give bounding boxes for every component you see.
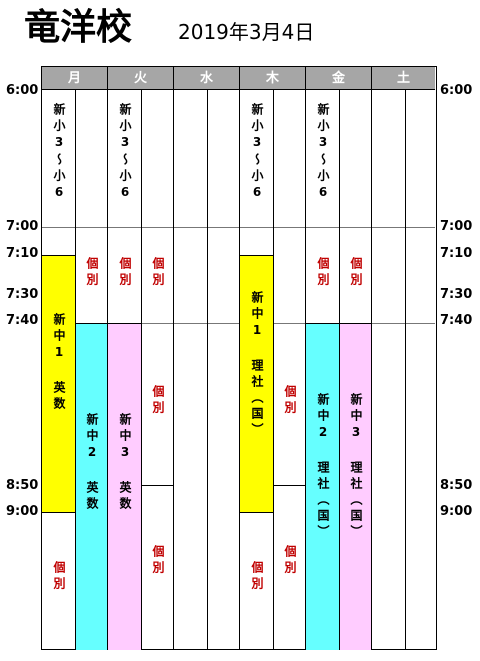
time-label-left-900: 9:00 bbox=[6, 504, 39, 519]
kobetsu-tue-1: 個別 bbox=[118, 257, 132, 289]
class-tue-c3: 新中3 英数 bbox=[118, 413, 132, 513]
block-fri-c2 bbox=[306, 323, 339, 650]
kobetsu-fri-2: 個別 bbox=[349, 257, 363, 289]
class-mon-c2: 新中2 英数 bbox=[85, 413, 99, 513]
time-label-left-710: 7:10 bbox=[6, 246, 39, 261]
vline-thu-fri bbox=[305, 90, 306, 650]
day-header-tue: 火 bbox=[108, 67, 174, 90]
class-mon-c1: 新中1 英数 bbox=[52, 313, 66, 413]
class-fri-c2: 新中2 理社（国） bbox=[316, 393, 330, 541]
school-title: 竜洋校 bbox=[24, 7, 133, 48]
day-header-wed: 水 bbox=[174, 67, 240, 90]
block-thu-c1 bbox=[240, 255, 273, 513]
vline-wed-thu bbox=[239, 90, 240, 650]
line-740 bbox=[42, 323, 435, 324]
kobetsu-tue-2c: 個別 bbox=[151, 545, 165, 577]
day-header-thu: 木 bbox=[240, 67, 306, 90]
kobetsu-mon-2: 個別 bbox=[85, 257, 99, 289]
kobetsu-mon-1: 個別 bbox=[52, 561, 66, 593]
time-label-right-710: 7:10 bbox=[440, 246, 473, 261]
class-thu-c1: 新中1 理社（国） bbox=[250, 291, 264, 439]
time-label-left-700: 7:00 bbox=[6, 219, 39, 234]
class-tue-elem: 新小3〜小6 bbox=[118, 103, 132, 203]
class-fri-elem: 新小3〜小6 bbox=[316, 103, 330, 203]
time-label-right-900: 9:00 bbox=[440, 504, 473, 519]
kobetsu-thu-2b: 個別 bbox=[283, 545, 297, 577]
time-label-left-730: 7:30 bbox=[6, 287, 39, 302]
time-label-right-700: 7:00 bbox=[440, 219, 473, 234]
vline-thu-mid bbox=[273, 90, 274, 650]
line-tue-850 bbox=[141, 485, 174, 486]
schedule-date: 2019年3月4日 bbox=[178, 20, 315, 44]
block-fri-c3 bbox=[339, 323, 372, 650]
line-thu-850 bbox=[273, 485, 306, 486]
time-label-left-740: 7:40 bbox=[6, 313, 39, 328]
kobetsu-thu-2: 個別 bbox=[283, 385, 297, 417]
vline-sat-mid bbox=[405, 90, 406, 650]
vline-tue-wed bbox=[173, 90, 174, 650]
line-700 bbox=[42, 227, 435, 228]
time-label-left-850: 8:50 bbox=[6, 478, 39, 493]
kobetsu-tue-2b: 個別 bbox=[151, 385, 165, 417]
timetable-grid: 月 火 水 木 金 土 新小3〜小6 新小3〜小6 新小3〜小6 新小3〜小6 … bbox=[41, 66, 437, 650]
block-mon-c1 bbox=[42, 255, 75, 513]
vline-wed-mid bbox=[207, 90, 208, 650]
vline-fri-mid bbox=[339, 90, 340, 650]
vline-tue-mid bbox=[141, 90, 142, 650]
day-header-sat: 土 bbox=[372, 67, 435, 90]
time-label-right-600: 6:00 bbox=[440, 83, 473, 98]
kobetsu-thu-1: 個別 bbox=[250, 561, 264, 593]
vline-mon-tue bbox=[107, 90, 108, 650]
day-header-fri: 金 bbox=[306, 67, 372, 90]
time-label-right-740: 7:40 bbox=[440, 313, 473, 328]
class-mon-elem: 新小3〜小6 bbox=[52, 103, 66, 203]
vline-fri-sat bbox=[371, 90, 372, 650]
kobetsu-tue-2: 個別 bbox=[151, 257, 165, 289]
day-header-mon: 月 bbox=[42, 67, 108, 90]
class-fri-c3: 新中3 理社（国） bbox=[349, 393, 363, 541]
vline-mon-mid bbox=[75, 90, 76, 650]
time-label-right-730: 7:30 bbox=[440, 287, 473, 302]
kobetsu-fri-1: 個別 bbox=[316, 257, 330, 289]
block-mon-c2 bbox=[75, 323, 108, 650]
time-label-right-850: 8:50 bbox=[440, 478, 473, 493]
block-tue-c3 bbox=[108, 323, 141, 650]
class-thu-elem: 新小3〜小6 bbox=[250, 103, 264, 203]
time-label-left-600: 6:00 bbox=[6, 83, 39, 98]
